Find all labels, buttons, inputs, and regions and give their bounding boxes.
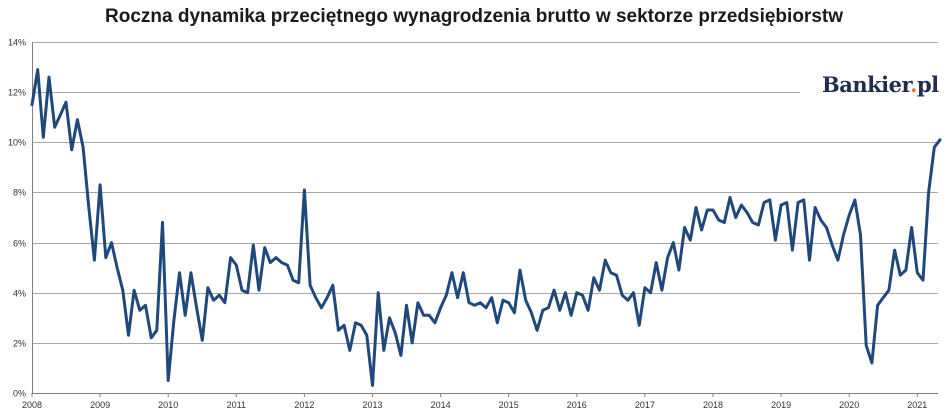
y-tick-label: 6% (13, 239, 26, 249)
series-line-0 (30, 68, 942, 387)
y-tick-label: 12% (8, 88, 26, 98)
y-tick-label: 10% (8, 138, 26, 148)
x-tick-label: 2021 (907, 400, 927, 410)
x-tick-label: 2014 (431, 400, 451, 410)
y-tick-labels: 0% 2% 4% 6% 8% 10% 12% 14% (8, 38, 26, 399)
x-tick-label: 2013 (362, 400, 382, 410)
x-tick-label: 2012 (294, 400, 314, 410)
x-tick-label: 2011 (227, 400, 246, 410)
x-tick-label: 2015 (499, 400, 519, 410)
x-tick-label: 2019 (771, 400, 791, 410)
logo-text: Bankier (822, 72, 911, 97)
x-tick-label: 2016 (567, 400, 587, 410)
logo-suffix: pl (916, 72, 939, 97)
x-tick-label: 2020 (839, 400, 859, 410)
bankier-logo: Bankier.pl (822, 72, 939, 97)
gridlines (32, 42, 938, 344)
chart-title: Roczna dynamika przeciętnego wynagrodzen… (105, 6, 843, 27)
series-layer (30, 68, 942, 387)
x-tick-label: 2018 (703, 400, 723, 410)
y-tick-label: 14% (8, 38, 26, 48)
x-tick-label: 2017 (635, 400, 655, 410)
y-tick-label: 4% (13, 289, 26, 299)
y-tick-label: 2% (13, 339, 26, 349)
x-tick-labels: 2008 2009 2010 2011 2012 2013 2014 2015 2016 2017… (22, 393, 927, 410)
x-tick-label: 2008 (22, 400, 42, 410)
x-tick-label: 2009 (90, 400, 110, 410)
x-tick-label: 2010 (158, 400, 178, 410)
y-tick-label: 0% (13, 389, 26, 399)
logo-dot: . (910, 72, 917, 97)
y-tick-label: 8% (13, 188, 26, 198)
